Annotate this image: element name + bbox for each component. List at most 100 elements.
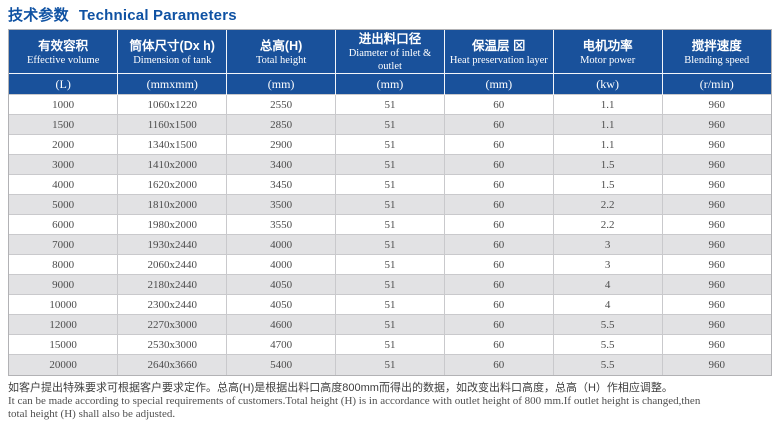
- table-cell: 1060x1220: [117, 94, 227, 115]
- table-row: 20000 2640x3660 5400 51 60 5.5 960: [9, 354, 771, 375]
- table-cell: 960: [661, 314, 771, 335]
- table-row: 6000 1980x2000 3550 51 60 2.2 960: [9, 214, 771, 235]
- parameters-table: 有效容积 Effective volume 筒体尺寸(Dx h) Dimension …: [9, 30, 771, 375]
- column-header-zh: 保温层 ⊠: [472, 38, 526, 53]
- table-cell: 2640x3660: [117, 354, 227, 375]
- table-row: 10000 2300x2440 4050 51 60 4 960: [9, 294, 771, 315]
- table-cell: 51: [335, 234, 445, 255]
- table-row: 4000 1620x2000 3450 51 60 1.5 960: [9, 174, 771, 195]
- table-cell: 960: [661, 174, 771, 195]
- column-header-zh: 筒体尺寸(Dx h): [129, 38, 215, 53]
- table-cell: 2300x2440: [117, 294, 227, 315]
- column-unit: (mm): [226, 73, 336, 95]
- column-header: 搅拌速度 Blending speed: [661, 30, 771, 74]
- table-cell: 51: [335, 314, 445, 335]
- header-units-row: (L) (mmxmm) (mm) (mm) (mm) (kw) (r/min): [9, 73, 771, 95]
- table-cell: 960: [661, 214, 771, 235]
- table-header: 有效容积 Effective volume 筒体尺寸(Dx h) Dimension …: [9, 30, 771, 95]
- column-unit: (L): [9, 73, 118, 95]
- header-names-row: 有效容积 Effective volume 筒体尺寸(Dx h) Dimension …: [9, 30, 771, 74]
- table-cell: 2.2: [552, 194, 663, 215]
- column-header: 进出料口径 Diameter of inlet & outlet: [335, 30, 445, 74]
- table-cell: 60: [443, 234, 554, 255]
- table-cell: 960: [661, 154, 771, 175]
- table-cell: 5400: [226, 354, 336, 375]
- table-cell: 60: [443, 254, 554, 275]
- table-cell: 60: [443, 214, 554, 235]
- table-cell: 3: [552, 254, 663, 275]
- table-cell: 2530x3000: [117, 334, 227, 355]
- table-cell: 1810x2000: [117, 194, 227, 215]
- table-cell: 4: [552, 274, 663, 295]
- table-cell: 3500: [226, 194, 336, 215]
- table-cell: 5.5: [552, 334, 663, 355]
- footnote-en-line2: total height (H) shall also be adjusted.: [8, 408, 176, 420]
- table-cell: 51: [335, 194, 445, 215]
- table-row: 1000 1060x1220 2550 51 60 1.1 960: [9, 94, 771, 115]
- table-cell: 1980x2000: [117, 214, 227, 235]
- table-cell: 960: [661, 134, 771, 155]
- column-unit: (mmxmm): [117, 73, 227, 95]
- table-row: 7000 1930x2440 4000 51 60 3 960: [9, 234, 771, 255]
- table-cell: 1.1: [552, 94, 663, 115]
- parameters-table-wrapper: 有效容积 Effective volume 筒体尺寸(Dx h) Dimension …: [8, 29, 772, 376]
- table-cell: 4050: [226, 274, 336, 295]
- table-cell: 960: [661, 94, 771, 115]
- table-cell: 960: [661, 294, 771, 315]
- table-cell: 4050: [226, 294, 336, 315]
- table-cell: 1.5: [552, 154, 663, 175]
- table-cell: 1410x2000: [117, 154, 227, 175]
- column-unit: (r/min): [661, 73, 771, 95]
- column-header-zh: 有效容积: [38, 38, 89, 53]
- column-header-en: Diameter of inlet & outlet: [348, 48, 432, 72]
- column-header-en: Motor power: [580, 54, 636, 66]
- table-cell: 8000: [9, 254, 118, 275]
- table-cell: 4700: [226, 334, 336, 355]
- table-cell: 1.1: [552, 114, 663, 135]
- table-cell: 4: [552, 294, 663, 315]
- table-cell: 10000: [9, 294, 118, 315]
- table-row: 15000 2530x3000 4700 51 60 5.5 960: [9, 334, 771, 355]
- table-cell: 60: [443, 154, 554, 175]
- table-cell: 2000: [9, 134, 118, 155]
- table-cell: 51: [335, 294, 445, 315]
- table-cell: 960: [661, 354, 771, 375]
- column-header: 筒体尺寸(Dx h) Dimension of tank: [117, 30, 227, 74]
- column-header-en: Blending speed: [684, 54, 750, 66]
- table-body: 1000 1060x1220 2550 51 60 1.1 960 1500 1160x1500…: [9, 94, 771, 375]
- column-header: 总高(H) Total height: [226, 30, 336, 74]
- table-cell: 3: [552, 234, 663, 255]
- table-cell: 60: [443, 334, 554, 355]
- table-cell: 4600: [226, 314, 336, 335]
- table-cell: 3000: [9, 154, 118, 175]
- table-row: 1500 1160x1500 2850 51 60 1.1 960: [9, 114, 771, 135]
- column-header: 有效容积 Effective volume: [9, 30, 118, 74]
- column-header: 保温层 ⊠ Heat preservation layer: [443, 30, 554, 74]
- table-cell: 3450: [226, 174, 336, 195]
- table-cell: 60: [443, 174, 554, 195]
- column-header-en: Effective volume: [26, 54, 100, 66]
- table-cell: 1930x2440: [117, 234, 227, 255]
- table-row: 5000 1810x2000 3500 51 60 2.2 960: [9, 194, 771, 215]
- table-cell: 60: [443, 114, 554, 135]
- table-cell: 2.2: [552, 214, 663, 235]
- column-header-zh: 电机功率: [582, 38, 633, 53]
- table-cell: 60: [443, 294, 554, 315]
- table-cell: 4000: [226, 254, 336, 275]
- table-cell: 51: [335, 154, 445, 175]
- table-cell: 4000: [9, 174, 118, 195]
- table-row: 8000 2060x2440 4000 51 60 3 960: [9, 254, 771, 275]
- table-cell: 7000: [9, 234, 118, 255]
- table-cell: 20000: [9, 354, 118, 375]
- table-cell: 9000: [9, 274, 118, 295]
- page-title: 技术参数 Technical Parameters: [0, 0, 780, 29]
- table-cell: 960: [661, 254, 771, 275]
- table-cell: 4000: [226, 234, 336, 255]
- table-cell: 5.5: [552, 314, 663, 335]
- table-cell: 51: [335, 214, 445, 235]
- table-row: 9000 2180x2440 4050 51 60 4 960: [9, 274, 771, 295]
- table-cell: 5.5: [552, 354, 663, 375]
- table-cell: 60: [443, 94, 554, 115]
- column-unit: (mm): [335, 73, 445, 95]
